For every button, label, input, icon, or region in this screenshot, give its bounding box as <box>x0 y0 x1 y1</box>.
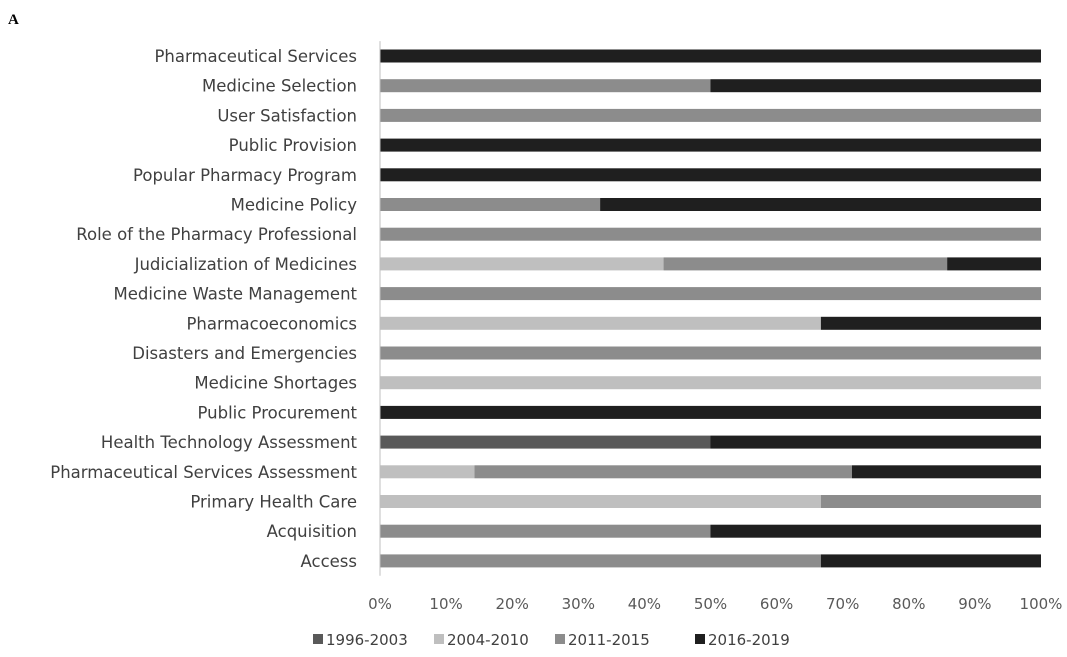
legend-swatch <box>695 634 705 644</box>
bar-segment <box>380 405 1041 419</box>
bar-segment <box>820 554 1041 568</box>
category-label: Pharmaceutical Services <box>154 47 357 66</box>
legend-label: 2016-2019 <box>708 631 790 649</box>
category-label: Medicine Selection <box>202 77 357 96</box>
bar-segment <box>600 198 1041 211</box>
bar-segment <box>380 376 1041 390</box>
x-tick-label: 70% <box>826 595 859 613</box>
category-label: Pharmaceutical Services Assessment <box>50 463 357 482</box>
category-label: Disasters and Emergencies <box>132 344 357 363</box>
x-tick-label: 40% <box>628 595 661 613</box>
bar-segment <box>380 257 664 271</box>
bar-segment <box>380 554 821 568</box>
bar-segment <box>710 79 1041 93</box>
bar-segment <box>710 435 1041 449</box>
legend-label: 2004-2010 <box>447 631 529 649</box>
x-tick-label: 10% <box>429 595 462 613</box>
category-label: Medicine Shortages <box>194 374 357 393</box>
bar-segment <box>820 316 1041 330</box>
legend-swatch <box>313 634 323 644</box>
bar-segment <box>380 465 475 479</box>
category-labels: Pharmaceutical Services Medicine Selectio… <box>50 47 357 571</box>
x-tick-label: 0% <box>368 595 392 613</box>
category-label: Medicine Waste Management <box>114 285 358 304</box>
category-label: Health Technology Assessment <box>101 433 358 452</box>
x-tick-label: 90% <box>958 595 991 613</box>
category-label: Role of the Pharmacy Professional <box>76 225 357 244</box>
category-label: Pharmacoeconomics <box>186 314 357 333</box>
bar-segment <box>380 138 1041 152</box>
category-label: Judicialization of Medicines <box>134 255 357 274</box>
bar-segment <box>380 316 821 330</box>
category-label: Primary Health Care <box>190 493 357 512</box>
bars-group <box>380 49 1041 568</box>
legend-swatch <box>555 634 565 644</box>
legend-swatch <box>434 634 444 644</box>
bar-segment <box>947 257 1041 271</box>
x-tick-label: 20% <box>496 595 529 613</box>
bar-segment <box>380 49 1041 63</box>
x-tick-label: 100% <box>1020 595 1063 613</box>
category-label: Popular Pharmacy Program <box>133 166 357 185</box>
bar-segment <box>820 495 1041 508</box>
panel-letter: A <box>8 12 19 28</box>
x-tick-label: 50% <box>694 595 727 613</box>
bar-segment <box>380 79 711 93</box>
category-label: User Satisfaction <box>217 106 357 125</box>
bar-segment <box>380 287 1041 301</box>
category-label: Medicine Policy <box>231 196 358 215</box>
bar-segment <box>380 435 711 449</box>
legend: 1996-2003 2004-2010 2011-2015 2016-2019 <box>313 631 790 649</box>
bar-segment <box>851 465 1041 479</box>
x-tick-label: 60% <box>760 595 793 613</box>
x-tick-label: 80% <box>892 595 925 613</box>
bar-segment <box>380 168 1041 182</box>
category-label: Public Procurement <box>197 403 357 422</box>
legend-label: 1996-2003 <box>326 631 408 649</box>
x-tick-label: 30% <box>562 595 595 613</box>
bar-segment <box>380 495 821 508</box>
category-label: Access <box>301 552 358 571</box>
legend-label: 2011-2015 <box>568 631 650 649</box>
category-label: Acquisition <box>267 522 357 541</box>
bar-segment <box>663 257 948 271</box>
bar-segment <box>380 346 1041 360</box>
bar-segment <box>380 108 1041 122</box>
bar-segment <box>380 198 601 211</box>
bar-segment <box>380 227 1041 241</box>
x-tick-labels: 0% 10% 20% 30% 40% 50% 60% 70% 80% 90% 100% <box>368 595 1062 613</box>
bar-segment <box>474 465 852 479</box>
bar-segment <box>710 524 1041 538</box>
category-label: Public Provision <box>229 136 357 155</box>
bar-segment <box>380 524 711 538</box>
